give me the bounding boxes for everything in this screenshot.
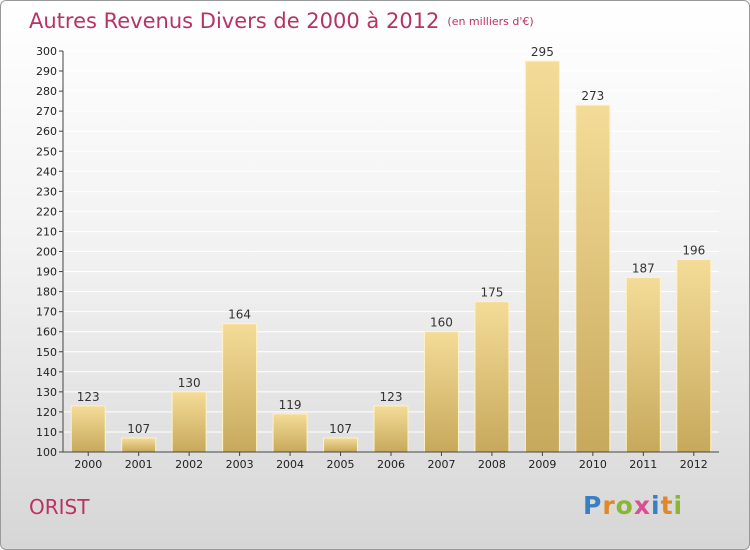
y-tick-label-260: 260 [36, 125, 57, 138]
y-tick-label-290: 290 [36, 65, 57, 78]
x-tick-label-2011: 2011 [629, 458, 657, 471]
data-label-2008: 175 [480, 286, 503, 300]
data-label-2001: 107 [127, 422, 150, 436]
data-label-2004: 119 [279, 398, 302, 412]
logo-letter-0: P [583, 491, 603, 520]
y-tick-label-220: 220 [36, 205, 57, 218]
bar-2006[interactable] [373, 405, 409, 453]
x-tick-label-2002: 2002 [175, 458, 203, 471]
x-tick-label-2010: 2010 [579, 458, 607, 471]
bar-2011[interactable] [625, 277, 661, 453]
chart-title: Autres Revenus Divers de 2000 à 2012 (en … [29, 9, 534, 33]
x-tick-label-2006: 2006 [377, 458, 405, 471]
x-tick-label-2005: 2005 [327, 458, 355, 471]
commune-name: ORIST [29, 495, 90, 519]
x-tick-label-2008: 2008 [478, 458, 506, 471]
y-tick-label-120: 120 [36, 406, 57, 419]
data-label-2006: 123 [380, 390, 403, 404]
data-label-2011: 187 [632, 262, 655, 276]
x-tick-label-2007: 2007 [427, 458, 455, 471]
logo-letter-6: i [673, 491, 684, 520]
bar-2012[interactable] [676, 259, 712, 453]
x-axis: 2000 2001 2002 2003 2004 2005 2006 2007 2008 2009… [63, 451, 719, 471]
x-tick-label-2012: 2012 [680, 458, 708, 471]
bar-2002[interactable] [171, 391, 207, 453]
y-tick-label-150: 150 [36, 346, 57, 359]
bar-2000[interactable] [70, 405, 106, 453]
y-tick-label-270: 270 [36, 105, 57, 118]
data-label-2002: 130 [178, 376, 201, 390]
x-tick-label-2004: 2004 [276, 458, 304, 471]
bars-group [70, 60, 712, 453]
logo-letter-3: x [633, 491, 651, 520]
bar-2008[interactable] [474, 301, 510, 453]
y-tick-label-140: 140 [36, 366, 57, 379]
logo-letter-4: i [651, 491, 661, 520]
chart-unit: (en milliers d'€) [447, 15, 534, 28]
x-tick-label-2009: 2009 [528, 458, 556, 471]
y-tick-label-180: 180 [36, 286, 57, 299]
bar-2010[interactable] [575, 104, 611, 453]
data-label-2010: 273 [581, 89, 604, 103]
bar-2009[interactable] [524, 60, 560, 453]
proxiti-logo[interactable]: Proxiti [583, 491, 683, 520]
data-label-2003: 164 [228, 308, 251, 322]
bar-2003[interactable] [222, 323, 258, 453]
y-tick-label-300: 300 [36, 45, 57, 58]
data-label-2005: 107 [329, 422, 352, 436]
x-tick-label-2000: 2000 [74, 458, 102, 471]
bar-2001[interactable] [121, 437, 157, 453]
y-tick-label-130: 130 [36, 386, 57, 399]
y-tick-label-100: 100 [36, 446, 57, 459]
data-labels: 123 107 130 164 119 107 123 160 175 295 273 187 196 [77, 45, 705, 436]
y-tick-label-170: 170 [36, 306, 57, 319]
data-label-2009: 295 [531, 45, 554, 59]
logo-letter-1: r [602, 491, 616, 520]
data-label-2007: 160 [430, 316, 453, 330]
y-axis: 100 110 120 130 140 150 160 170 180 190 200 210 220 2… [36, 45, 64, 459]
logo-letter-2: o [615, 491, 634, 520]
y-tick-label-240: 240 [36, 165, 57, 178]
y-tick-label-210: 210 [36, 225, 57, 238]
y-tick-label-230: 230 [36, 185, 57, 198]
y-tick-label-280: 280 [36, 85, 57, 98]
bar-2007[interactable] [423, 331, 459, 453]
bar-2004[interactable] [272, 413, 308, 453]
data-label-2012: 196 [682, 244, 705, 258]
logo-letter-5: t [660, 491, 674, 520]
bar-2005[interactable] [323, 437, 359, 453]
x-tick-label-2003: 2003 [226, 458, 254, 471]
y-tick-label-160: 160 [36, 326, 57, 339]
y-tick-label-250: 250 [36, 145, 57, 158]
y-tick-label-200: 200 [36, 246, 57, 259]
y-tick-label-110: 110 [36, 426, 57, 439]
x-tick-label-2001: 2001 [125, 458, 153, 471]
chart-title-text: Autres Revenus Divers de 2000 à 2012 [29, 9, 440, 33]
data-label-2000: 123 [77, 390, 100, 404]
y-tick-label-190: 190 [36, 266, 57, 279]
